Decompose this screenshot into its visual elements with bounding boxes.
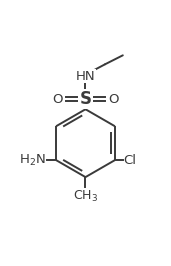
Text: Cl: Cl (123, 154, 136, 167)
Text: CH$_3$: CH$_3$ (73, 189, 98, 204)
Text: H$_2$N: H$_2$N (19, 153, 46, 168)
Text: O: O (108, 93, 119, 106)
Text: O: O (52, 93, 63, 106)
Text: HN: HN (76, 70, 95, 83)
Text: S: S (80, 90, 91, 108)
